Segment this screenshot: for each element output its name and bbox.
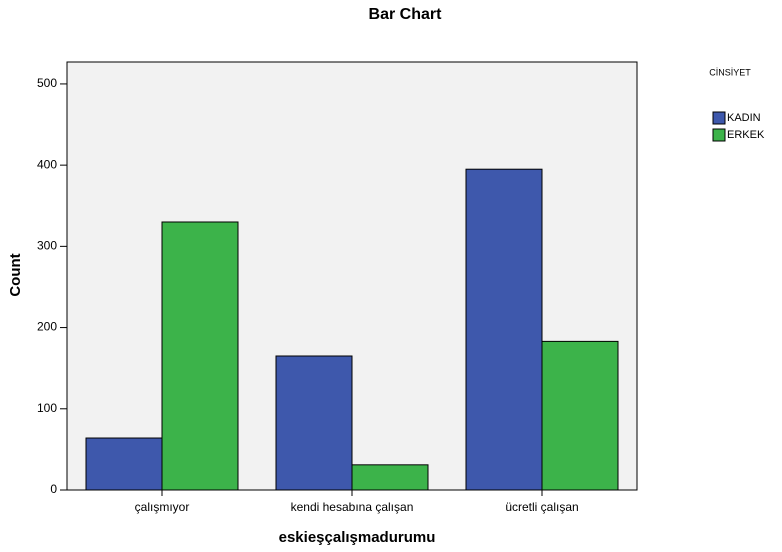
- x-axis-label: eskieşçalışmadurumu: [279, 529, 436, 546]
- bar: [541, 340, 619, 491]
- x-tick-label: ücretli çalışan: [505, 500, 578, 514]
- legend-swatch: [712, 111, 726, 125]
- bar: [161, 221, 239, 491]
- y-tick-label: 300: [37, 239, 57, 253]
- x-tick-label: çalışmıyor: [135, 500, 190, 514]
- legend-label: KADIN: [727, 112, 761, 124]
- y-tick-label: 500: [37, 76, 57, 90]
- y-tick-label: 100: [37, 401, 57, 415]
- y-tick-label: 200: [37, 320, 57, 334]
- legend-title: CİNSİYET: [709, 67, 751, 77]
- bar: [351, 464, 429, 491]
- y-tick-label: 400: [37, 157, 57, 171]
- bar: [275, 355, 353, 491]
- y-tick-label: 0: [50, 482, 57, 496]
- legend-swatch: [712, 128, 726, 142]
- legend-label: ERKEK: [727, 129, 765, 141]
- y-axis-label: Count: [7, 253, 24, 296]
- x-tick-label: kendi hesabına çalışan: [291, 500, 414, 514]
- bar: [465, 168, 543, 491]
- chart-title: Bar Chart: [369, 6, 443, 23]
- bar: [85, 437, 163, 491]
